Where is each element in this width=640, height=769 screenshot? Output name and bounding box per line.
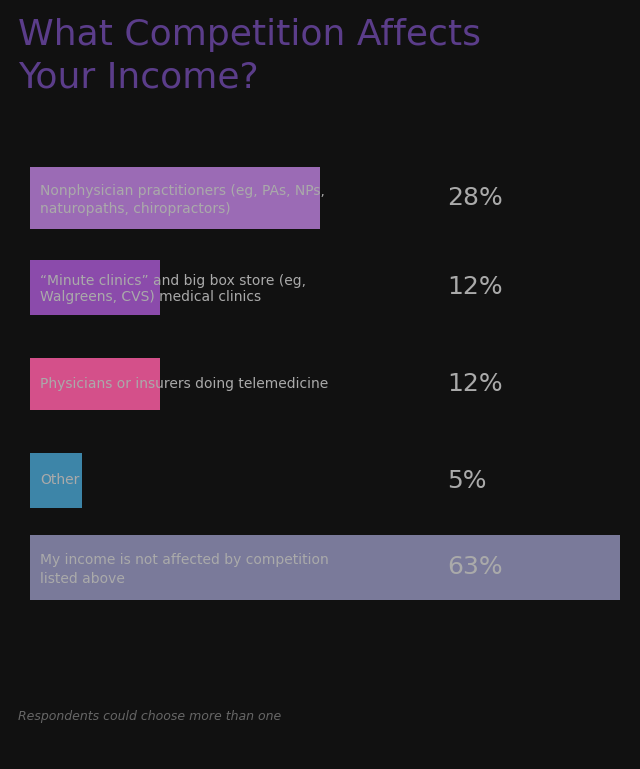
Text: Other: Other <box>40 474 79 488</box>
Bar <box>30 453 82 508</box>
Text: 63%: 63% <box>447 555 502 580</box>
Text: naturopaths, chiropractors): naturopaths, chiropractors) <box>40 202 230 216</box>
Text: What Competition Affects: What Competition Affects <box>18 18 481 52</box>
Text: My income is not affected by competition: My income is not affected by competition <box>40 553 329 567</box>
Text: Walgreens, CVS) medical clinics: Walgreens, CVS) medical clinics <box>40 291 261 305</box>
Bar <box>30 167 320 229</box>
Bar <box>30 535 620 600</box>
Bar <box>30 358 160 410</box>
Text: 12%: 12% <box>447 372 502 396</box>
Text: 5%: 5% <box>447 468 486 492</box>
Text: Nonphysician practitioners (eg, PAs, NPs,: Nonphysician practitioners (eg, PAs, NPs… <box>40 184 325 198</box>
Text: Respondents could choose more than one: Respondents could choose more than one <box>18 710 281 723</box>
Text: listed above: listed above <box>40 572 125 586</box>
Text: Physicians or insurers doing telemedicine: Physicians or insurers doing telemedicin… <box>40 377 328 391</box>
Text: 12%: 12% <box>447 275 502 299</box>
Bar <box>30 260 160 315</box>
Text: 28%: 28% <box>447 186 503 210</box>
Text: “Minute clinics” and big box store (eg,: “Minute clinics” and big box store (eg, <box>40 274 306 288</box>
Text: Your Income?: Your Income? <box>18 60 259 94</box>
